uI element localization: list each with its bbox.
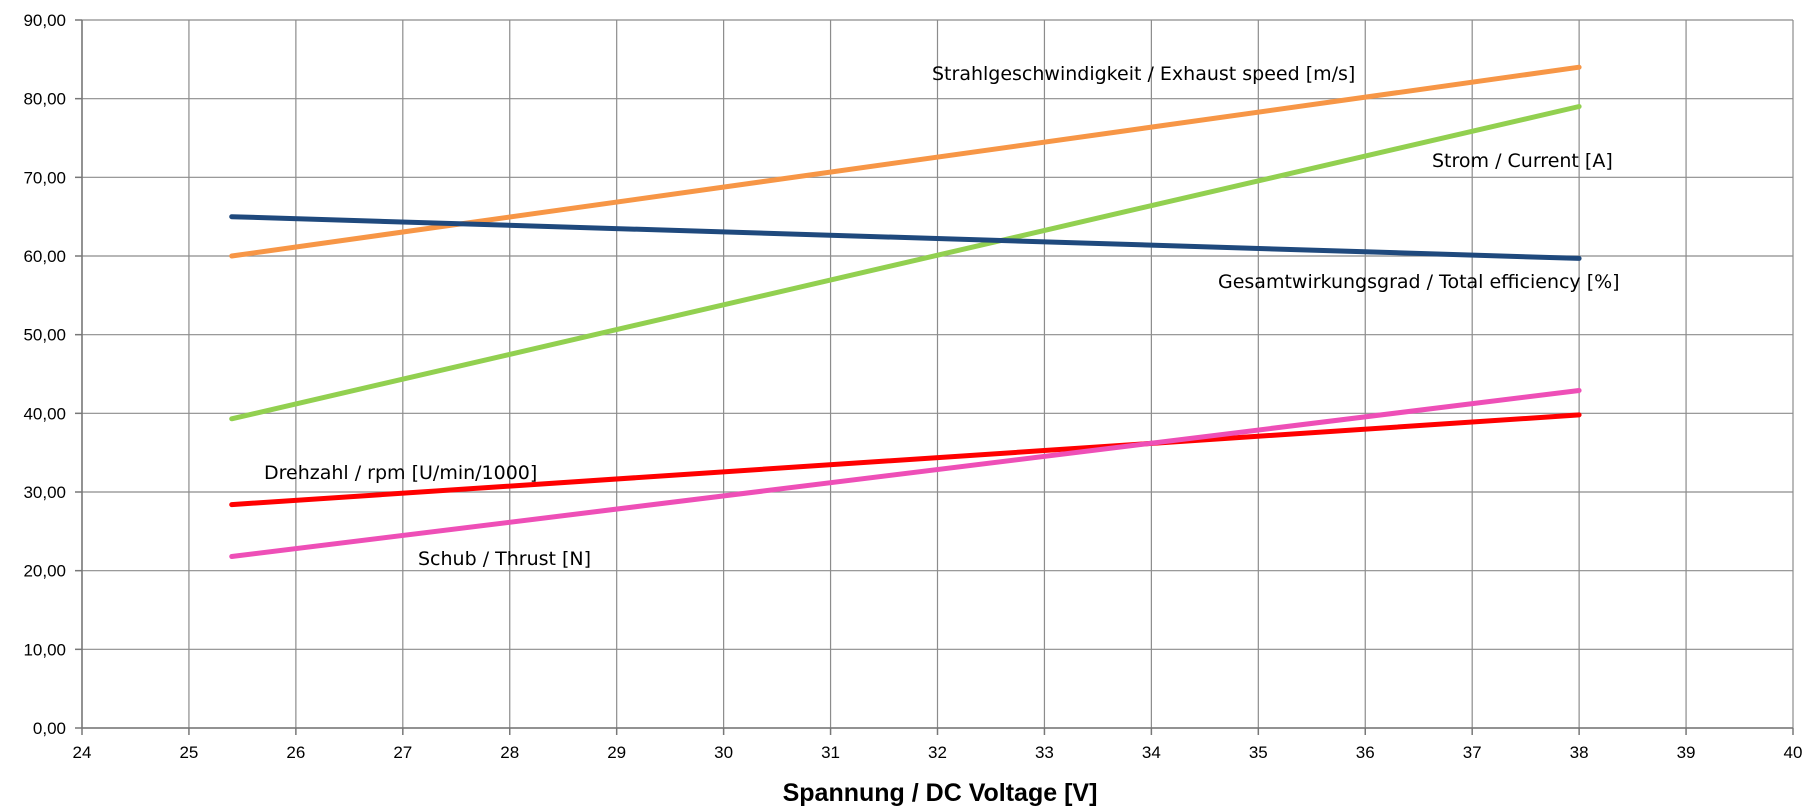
grid [81, 19, 1794, 729]
axes [75, 19, 1794, 735]
x-tick-label: 39 [1677, 743, 1696, 762]
x-axis-title: Spannung / DC Voltage [V] [783, 779, 1098, 807]
x-tick-label: 25 [179, 743, 198, 762]
x-tick-label: 36 [1356, 743, 1375, 762]
series-lines [229, 64, 1582, 559]
y-tick-label: 0,00 [33, 719, 66, 738]
series-line-thrust [229, 388, 1582, 559]
series-label-thrust: Schub / Thrust [N] [418, 548, 591, 570]
x-tick-label: 27 [393, 743, 412, 762]
x-tick-labels: 24 25 26 27 28 29 30 31 32 33 34 35 36 37 38 39 40 [73, 743, 1803, 762]
x-tick-label: 37 [1463, 743, 1482, 762]
series-line-current [229, 104, 1582, 422]
x-tick-label: 35 [1249, 743, 1268, 762]
y-tick-label: 30,00 [23, 483, 66, 502]
x-tick-label: 33 [1035, 743, 1054, 762]
y-tick-label: 50,00 [23, 326, 66, 345]
y-tick-label: 90,00 [23, 11, 66, 30]
y-tick-label: 70,00 [23, 168, 66, 187]
x-tick-label: 34 [1142, 743, 1161, 762]
series-line-exhaust-speed [229, 64, 1582, 259]
x-tick-label: 30 [714, 743, 733, 762]
series-label-total-efficiency: Gesamtwirkungsgrad / Total efficiency [%… [1218, 271, 1620, 293]
x-tick-label: 40 [1784, 743, 1803, 762]
x-tick-label: 31 [821, 743, 840, 762]
x-tick-label: 24 [73, 743, 92, 762]
x-tick-label: 38 [1570, 743, 1589, 762]
y-tick-labels: 0,00 10,00 20,00 30,00 40,00 50,00 60,00 70,00 8… [23, 11, 66, 738]
y-tick-label: 60,00 [23, 247, 66, 266]
y-tick-label: 80,00 [23, 90, 66, 109]
series-labels: Strahlgeschwindigkeit / Exhaust speed [m… [264, 63, 1620, 570]
series-line-total-efficiency [229, 214, 1582, 261]
series-line-rpm [229, 412, 1582, 508]
x-tick-label: 28 [500, 743, 519, 762]
series-label-current: Strom / Current [A] [1432, 150, 1613, 172]
y-tick-label: 10,00 [23, 640, 66, 659]
y-tick-label: 40,00 [23, 404, 66, 423]
series-label-rpm: Drehzahl / rpm [U/min/1000] [264, 462, 537, 484]
x-tick-label: 29 [607, 743, 626, 762]
series-label-exhaust-speed: Strahlgeschwindigkeit / Exhaust speed [m… [932, 63, 1355, 85]
x-tick-label: 32 [928, 743, 947, 762]
x-tick-label: 26 [286, 743, 305, 762]
y-tick-label: 20,00 [23, 562, 66, 581]
